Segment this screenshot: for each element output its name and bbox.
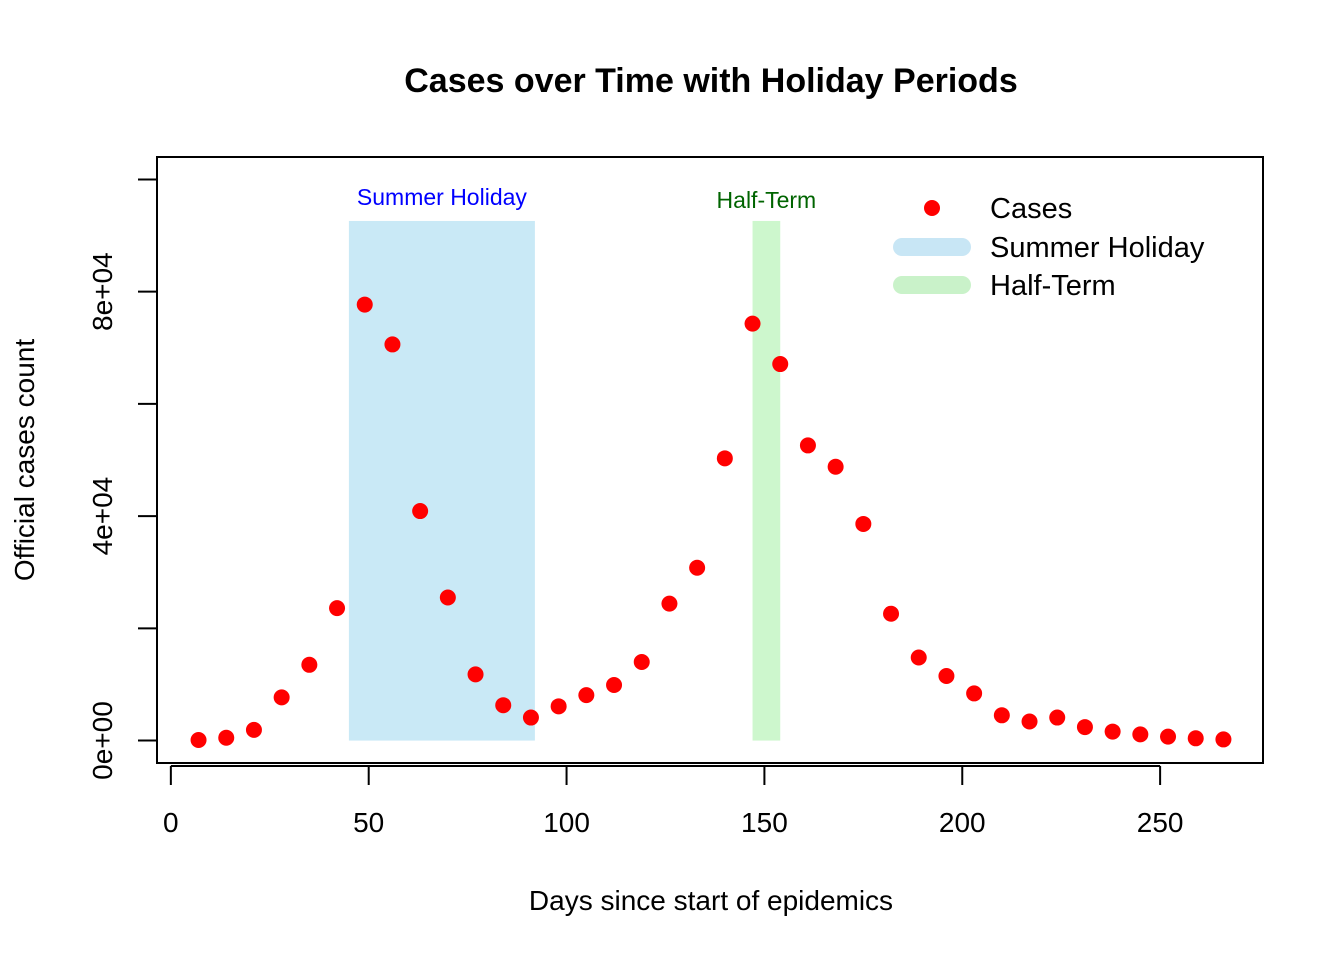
x-axis: 0 50 100 150 200 250 bbox=[163, 765, 1184, 838]
data-point bbox=[633, 654, 650, 670]
data-point bbox=[356, 296, 373, 313]
y-axis: 0e+00 4e+04 8e+04 bbox=[87, 178, 158, 780]
data-point bbox=[1132, 726, 1149, 743]
y-tick-label: 4e+04 bbox=[87, 477, 118, 556]
data-point bbox=[578, 687, 595, 704]
data-point bbox=[799, 437, 816, 454]
data-point bbox=[689, 559, 706, 576]
data-point bbox=[273, 689, 290, 706]
data-point bbox=[218, 729, 235, 746]
x-tick-label: 250 bbox=[1137, 807, 1184, 838]
legend-label-half-term: Half-Term bbox=[990, 270, 1116, 302]
data-point bbox=[772, 356, 789, 373]
band-label-summer-holiday: Summer Holiday bbox=[357, 184, 527, 210]
legend: Cases Summer Holiday Half-Term bbox=[893, 193, 1205, 302]
data-point bbox=[1160, 728, 1177, 745]
data-point bbox=[855, 515, 872, 532]
data-point bbox=[329, 600, 346, 617]
data-point bbox=[1104, 723, 1121, 740]
data-point bbox=[827, 458, 844, 475]
data-point bbox=[550, 698, 567, 715]
data-point bbox=[1021, 713, 1038, 730]
data-point bbox=[966, 685, 983, 702]
case-points bbox=[190, 296, 1232, 748]
y-axis-label: Official cases count bbox=[9, 339, 40, 581]
data-point bbox=[1076, 719, 1093, 736]
data-point bbox=[439, 589, 456, 606]
x-tick-label: 0 bbox=[163, 807, 179, 838]
data-point bbox=[1215, 731, 1232, 748]
data-point bbox=[661, 595, 678, 612]
data-point bbox=[938, 668, 955, 685]
data-point bbox=[910, 649, 927, 666]
x-tick-label: 200 bbox=[939, 807, 986, 838]
x-axis-label: Days since start of epidemics bbox=[529, 885, 893, 916]
band-label-half-term: Half-Term bbox=[717, 187, 817, 213]
data-point bbox=[606, 677, 623, 694]
band-half-term bbox=[752, 220, 781, 741]
data-point bbox=[190, 731, 207, 748]
x-tick-label: 150 bbox=[741, 807, 788, 838]
y-tick-label: 0e+00 bbox=[87, 701, 118, 780]
legend-swatch-cases bbox=[924, 200, 940, 216]
data-point bbox=[744, 315, 761, 332]
data-point bbox=[467, 666, 484, 683]
data-point bbox=[1187, 730, 1204, 747]
legend-label-summer-holiday: Summer Holiday bbox=[990, 232, 1205, 264]
data-point bbox=[301, 656, 318, 673]
data-point bbox=[522, 709, 539, 726]
data-point bbox=[883, 605, 900, 622]
data-point bbox=[993, 707, 1010, 724]
x-tick-label: 50 bbox=[353, 807, 384, 838]
data-point bbox=[245, 721, 262, 738]
data-point bbox=[412, 503, 429, 520]
y-tick-label: 8e+04 bbox=[87, 252, 118, 331]
chart-title: Cases over Time with Holiday Periods bbox=[404, 62, 1017, 100]
data-point bbox=[1049, 709, 1066, 726]
legend-label-cases: Cases bbox=[990, 193, 1072, 225]
holiday-bands: Summer Holiday Half-Term bbox=[348, 184, 817, 741]
data-point bbox=[495, 697, 512, 714]
data-point bbox=[716, 450, 733, 467]
band-summer-holiday bbox=[348, 220, 535, 741]
data-point bbox=[384, 336, 401, 353]
x-tick-label: 100 bbox=[543, 807, 590, 838]
